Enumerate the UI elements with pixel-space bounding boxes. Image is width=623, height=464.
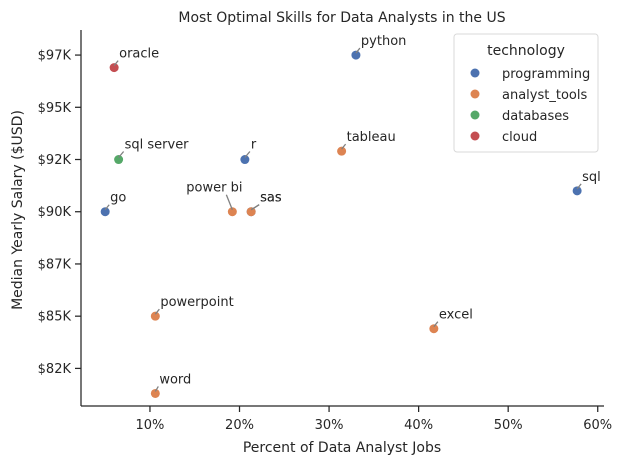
axes: 10% 20% 30% 40% 50% 60% $82K $85K $87K $90K $92K $9…	[38, 30, 612, 433]
point-label: sas	[260, 191, 282, 206]
point-label: excel	[439, 308, 473, 323]
x-tick-label: 40%	[404, 418, 433, 433]
data-point	[240, 155, 250, 165]
label-leader	[433, 321, 439, 328]
data-point	[572, 186, 582, 196]
data-point	[227, 207, 237, 217]
data-point	[150, 388, 160, 398]
x-tick-label: 20%	[225, 418, 254, 433]
point-label: go	[110, 191, 126, 206]
label-leader	[113, 60, 119, 67]
point-label: sql server	[125, 138, 190, 153]
x-tick-label: 60%	[583, 418, 612, 433]
y-tick-label: $92K	[38, 153, 72, 168]
legend-marker	[470, 68, 480, 78]
y-tick-label: $82K	[38, 362, 72, 377]
data-point	[246, 207, 256, 217]
y-tick-label: $97K	[38, 49, 72, 64]
point-label: oracle	[119, 47, 159, 62]
data-point	[351, 50, 361, 60]
point-label: python	[361, 34, 406, 49]
y-tick-label: $95K	[38, 101, 72, 116]
legend: technology programming analyst_toolsdataba…	[453, 33, 599, 153]
y-axis-label: Median Yearly Salary ($USD)	[10, 110, 26, 310]
label-leader	[244, 151, 251, 158]
data-point	[150, 311, 160, 321]
label-leader	[104, 204, 110, 211]
legend-box	[453, 33, 599, 153]
data-point	[114, 155, 124, 165]
legend-entry: cloud	[502, 130, 537, 145]
y-tick-label: $87K	[38, 257, 72, 272]
label-leader	[154, 386, 159, 392]
point-label: r	[251, 138, 257, 153]
data-point	[109, 63, 119, 73]
label-leader	[355, 47, 361, 54]
data-point	[100, 207, 110, 217]
legend-entry: programming	[502, 67, 590, 82]
legend-marker	[470, 89, 480, 99]
data-point	[337, 146, 347, 156]
label-leader	[250, 204, 260, 211]
chart-title: Most Optimal Skills for Data Analysts in…	[178, 10, 505, 26]
x-tick-label: 10%	[136, 418, 165, 433]
legend-marker	[470, 110, 480, 120]
y-tick-label: $85K	[38, 310, 72, 325]
point-label: sas	[260, 191, 282, 206]
legend-entry: analyst_tools	[502, 88, 587, 103]
x-axis-label: Percent of Data Analyst Jobs	[243, 440, 441, 456]
point-label: power bi	[186, 181, 242, 196]
label-leader	[154, 308, 160, 315]
data-point	[429, 324, 439, 334]
point-label: powerpoint	[160, 295, 233, 310]
legend-entry: databases	[502, 109, 569, 124]
label-leader	[118, 151, 125, 158]
point-label: sql	[582, 170, 601, 185]
x-tick-label: 50%	[494, 418, 523, 433]
x-tick-label: 30%	[315, 418, 344, 433]
y-tick-label: $90K	[38, 205, 72, 220]
data-points	[100, 50, 582, 398]
label-leader	[341, 143, 347, 150]
point-label: tableau	[347, 130, 396, 145]
point-label: word	[159, 372, 191, 387]
legend-marker	[470, 131, 480, 141]
label-leader	[576, 183, 582, 190]
label-leader	[225, 194, 233, 210]
legend-title: technology	[487, 43, 565, 59]
point-labels: python oracle tableau sql server r sql go power…	[104, 34, 601, 392]
